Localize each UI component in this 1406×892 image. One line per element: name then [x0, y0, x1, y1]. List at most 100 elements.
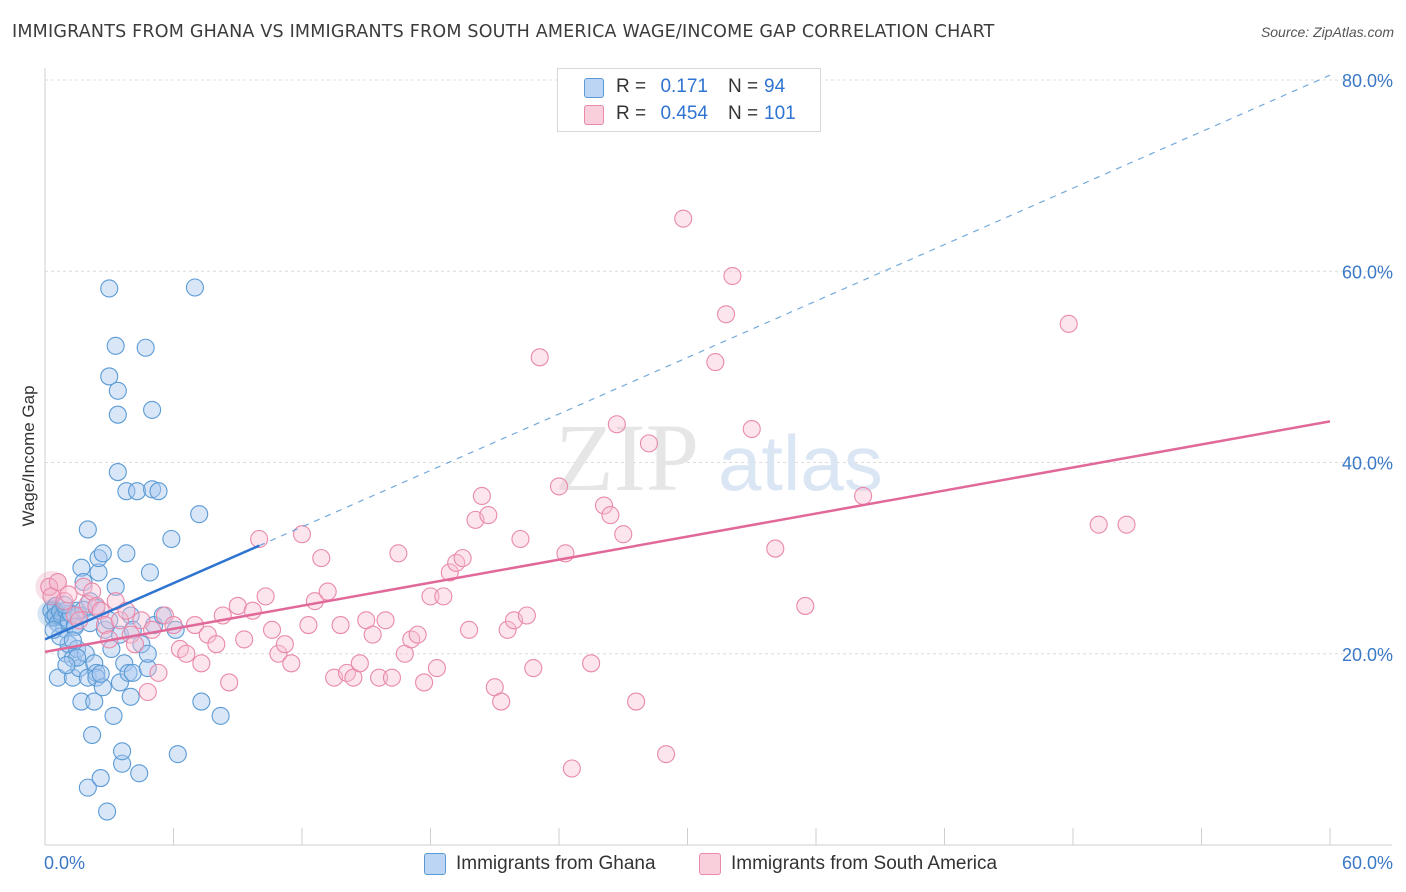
- data-point: [235, 630, 254, 649]
- data-point: [93, 544, 112, 563]
- legend-swatch-south-america: [584, 105, 604, 125]
- data-point: [594, 496, 614, 515]
- y-tick-label: 80.0%: [1342, 71, 1393, 91]
- trend-lines: [44, 74, 1331, 654]
- data-point: [269, 644, 288, 663]
- data-point: [91, 664, 110, 683]
- data-point: [262, 620, 282, 639]
- data-point: [162, 529, 181, 549]
- data-point: [138, 644, 157, 663]
- legend-label-ghana: Immigrants from Ghana: [456, 853, 656, 874]
- trend-line-ghana: [44, 544, 260, 641]
- legend-label-south-america: Immigrants from South America: [731, 853, 998, 874]
- data-point: [408, 625, 427, 644]
- y-axis-label: Wage/Income Gap: [19, 385, 38, 526]
- data-point: [72, 692, 91, 711]
- data-point: [382, 668, 402, 687]
- trend-line-ghana-extrapolated: [258, 74, 1331, 547]
- data-point: [350, 654, 369, 673]
- series-legend: Immigrants from Ghana Immigrants from So…: [0, 850, 1406, 878]
- data-point: [59, 585, 78, 604]
- data-point: [427, 659, 446, 678]
- data-point: [63, 631, 82, 650]
- data-point: [742, 419, 761, 439]
- data-point: [149, 482, 168, 501]
- data-point: [607, 415, 626, 434]
- data-point: [220, 673, 239, 692]
- data-point: [766, 539, 785, 558]
- data-point: [185, 278, 204, 297]
- data-point: [211, 706, 230, 725]
- data-points: [35, 209, 1136, 821]
- data-point: [48, 668, 67, 687]
- data-point: [83, 582, 102, 601]
- data-point: [479, 506, 498, 525]
- data-point: [149, 663, 168, 682]
- data-point: [524, 659, 543, 678]
- data-point: [627, 692, 646, 711]
- data-point: [299, 616, 318, 635]
- legend-n-value: 101: [764, 103, 796, 124]
- data-point: [119, 663, 138, 682]
- data-point: [130, 764, 149, 783]
- watermark-zip: ZIP: [555, 404, 699, 511]
- tick-labels: 20.0% 40.0% 60.0% 80.0% 0.0% 60.0%: [44, 71, 1393, 873]
- legend-r-value: 0.454: [660, 103, 708, 124]
- x-tick-label: 0.0%: [44, 853, 85, 873]
- data-point: [363, 625, 382, 644]
- correlation-legend: R = 0.171 N = 94 R = 0.454 N = 101: [557, 68, 821, 132]
- data-point: [177, 644, 196, 663]
- data-point: [93, 678, 112, 697]
- data-point: [434, 587, 453, 606]
- data-point: [110, 611, 130, 630]
- data-point: [68, 648, 87, 667]
- data-point: [614, 525, 633, 544]
- data-point: [123, 663, 142, 682]
- axes: [44, 68, 1392, 846]
- legend-swatch-south-america: [699, 853, 721, 875]
- trend-line-south-america: [44, 420, 1331, 654]
- data-point: [57, 656, 76, 675]
- data-point: [192, 692, 211, 711]
- data-point: [421, 587, 440, 606]
- data-point: [74, 577, 93, 596]
- legend-r-label: R =: [616, 103, 647, 124]
- data-point: [108, 463, 127, 482]
- data-point: [190, 505, 209, 524]
- legend-n-label: N =: [728, 76, 759, 97]
- data-point: [113, 754, 132, 773]
- data-point: [121, 687, 140, 706]
- data-point: [256, 587, 275, 606]
- data-point: [138, 659, 157, 678]
- data-point: [312, 549, 331, 568]
- data-point: [108, 381, 127, 400]
- data-point: [143, 480, 162, 499]
- data-point: [207, 635, 226, 654]
- data-point: [389, 544, 408, 563]
- legend-r-value: 0.171: [660, 76, 708, 97]
- data-point: [78, 520, 97, 539]
- legend-row-south-america: R = 0.454 N = 101: [558, 101, 820, 127]
- data-point: [192, 654, 211, 673]
- data-point: [140, 563, 159, 582]
- data-point: [104, 706, 123, 725]
- legend-n-value: 94: [764, 76, 786, 97]
- data-point: [657, 745, 676, 764]
- data-point: [639, 434, 659, 453]
- data-point: [292, 525, 312, 544]
- y-tick-label: 20.0%: [1342, 645, 1393, 665]
- data-point: [854, 486, 873, 506]
- data-point: [415, 673, 434, 692]
- data-point: [549, 477, 569, 496]
- data-point: [138, 682, 157, 702]
- data-point: [128, 482, 147, 501]
- data-point: [1059, 314, 1078, 333]
- data-point: [48, 572, 67, 592]
- data-point: [125, 635, 144, 654]
- data-point: [492, 692, 511, 711]
- data-point: [100, 279, 119, 298]
- data-point: [136, 338, 155, 357]
- data-point: [459, 620, 479, 639]
- data-point: [706, 353, 725, 372]
